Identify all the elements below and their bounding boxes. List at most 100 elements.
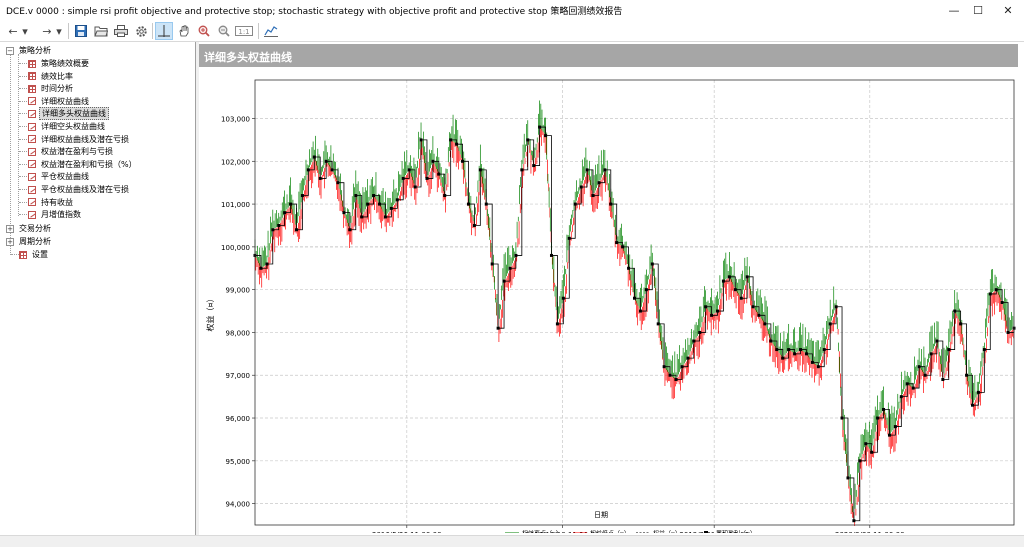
closed-profit-point (674, 378, 678, 382)
tree-guide-line (19, 126, 27, 127)
print-button[interactable] (112, 22, 130, 40)
toolbar-separator (258, 23, 259, 39)
tree-item-label: 详细多头权益曲线 (39, 107, 109, 121)
closed-profit-point (549, 253, 553, 257)
forward-button[interactable]: → (42, 24, 52, 38)
tree-item[interactable]: 详细权益曲线及潜在亏损 (28, 133, 131, 146)
tree-guide-line (19, 113, 27, 115)
tree-item[interactable]: 平仓权益曲线及潜在亏损 (28, 183, 131, 196)
closed-profit-point (615, 241, 619, 245)
collapse-icon[interactable]: − (6, 46, 14, 55)
tree-root-strategy-analysis[interactable]: − 策略分析 (6, 44, 53, 57)
tree-root-trade-analysis[interactable]: + 交易分析 (6, 222, 53, 235)
tree-item[interactable]: 平仓权益曲线 (28, 170, 91, 183)
tree-item[interactable]: 持有收益 (28, 196, 75, 209)
zoom-in-button[interactable] (195, 22, 213, 40)
tree-item[interactable]: 时间分析 (28, 82, 75, 95)
tree-root-label: 周期分析 (19, 237, 51, 246)
tree-item[interactable]: 绩效比率 (28, 70, 75, 83)
closed-profit-point (289, 202, 293, 206)
closed-profit-point (899, 395, 903, 399)
tree-item[interactable]: 详细空头权益曲线 (28, 120, 107, 133)
closed-profit-point (490, 262, 494, 266)
tree-item[interactable]: 详细权益曲线 (28, 95, 91, 108)
back-dropdown-button[interactable]: ▾ (22, 24, 28, 38)
x-axis-ticks: 2016/5/26 11:00:00 2017/10/10 11:30:00 201… (372, 525, 905, 533)
window-title: DCE.v 0000 : simple rsi profit objective… (6, 7, 623, 17)
tree-root-period-analysis[interactable]: + 周期分析 (6, 235, 53, 248)
pan-button[interactable] (175, 22, 193, 40)
gear-icon (135, 25, 147, 37)
y-tick-label: 94,000 (226, 501, 251, 509)
closed-profit-point (360, 215, 364, 219)
line-chart-icon (28, 172, 36, 181)
tree-item[interactable]: 权益潜在盈利和亏损（%） (28, 158, 139, 171)
line-chart-icon (28, 122, 36, 131)
closed-profit-point (496, 326, 500, 330)
plot-frame (254, 79, 1015, 526)
closed-profit-point (472, 223, 476, 227)
closed-profit-point (378, 202, 382, 206)
tree-guide-line (19, 201, 27, 203)
minimize-button[interactable]: — (948, 3, 960, 17)
equity-chart[interactable]: 94,000 95,000 96,000 97,000 98,000 99,000 100,… (199, 69, 1018, 533)
zoom-fit-button[interactable]: 1:1 (233, 22, 255, 40)
closed-profit-point (591, 194, 595, 198)
save-button[interactable] (72, 22, 90, 40)
x-tick-label: 2019/2/21 15:00:00 (679, 531, 749, 533)
chart-style-button[interactable] (262, 22, 280, 40)
closed-profit-point (834, 305, 838, 309)
closed-profit-point (982, 348, 986, 352)
maximize-button[interactable]: ☐ (973, 3, 983, 17)
closed-profit-point (437, 172, 441, 176)
toolbar-separator (68, 23, 69, 39)
closed-profit-point (520, 168, 524, 172)
tree-guide-line (19, 163, 27, 165)
tree-item-label: 月增值指数 (41, 210, 81, 220)
closed-profit-point (603, 168, 607, 172)
closed-profit-point (727, 275, 731, 279)
status-bar (0, 535, 1024, 547)
open-button[interactable] (92, 22, 110, 40)
chart-background (199, 69, 1018, 533)
tree-item[interactable]: 月增值指数 (28, 208, 83, 221)
tree-guide-line (10, 242, 11, 255)
table-icon (28, 72, 36, 81)
closed-profit-point (407, 168, 411, 172)
crosshair-button[interactable] (155, 22, 173, 40)
closed-profit-point (300, 194, 304, 198)
chart-style-icon (264, 26, 278, 37)
tree-item[interactable]: 详细多头权益曲线 (28, 107, 109, 121)
zoom-out-button[interactable] (215, 22, 233, 40)
closed-profit-point (994, 288, 998, 292)
expand-icon[interactable]: + (6, 224, 14, 233)
close-button[interactable]: ✕ (1003, 3, 1013, 17)
expand-icon[interactable]: + (6, 237, 14, 246)
closed-profit-point (887, 433, 891, 437)
closed-profit-point (425, 176, 429, 180)
closed-profit-point (544, 134, 548, 138)
closed-profit-point (395, 198, 399, 202)
closed-profit-point (336, 181, 340, 185)
back-button[interactable]: ← (8, 24, 18, 38)
tree-item-label: 详细权益曲线及潜在亏损 (41, 134, 129, 144)
line-chart-icon (28, 185, 36, 194)
closed-profit-point (431, 159, 435, 163)
closed-profit-point (259, 266, 263, 270)
tree-guide-line (19, 63, 27, 64)
tree-item-settings[interactable]: 设置 (19, 248, 50, 261)
tree-item-label: 时间分析 (41, 84, 73, 94)
forward-dropdown-button[interactable]: ▾ (56, 24, 62, 38)
table-icon (19, 250, 27, 259)
tree-item[interactable]: 策略绩效概要 (28, 57, 91, 70)
tree-item[interactable]: 权益潜在盈利与亏损 (28, 145, 115, 158)
closed-profit-point (828, 322, 832, 326)
closed-profit-point (1000, 301, 1004, 304)
closed-profit-point (312, 155, 316, 159)
closed-profit-point (478, 168, 482, 172)
tree-guide-line (19, 189, 27, 190)
settings-button[interactable] (132, 22, 150, 40)
closed-profit-point (876, 416, 880, 420)
tree-item-label: 平仓权益曲线及潜在亏损 (41, 185, 129, 194)
closed-profit-point (698, 330, 702, 334)
